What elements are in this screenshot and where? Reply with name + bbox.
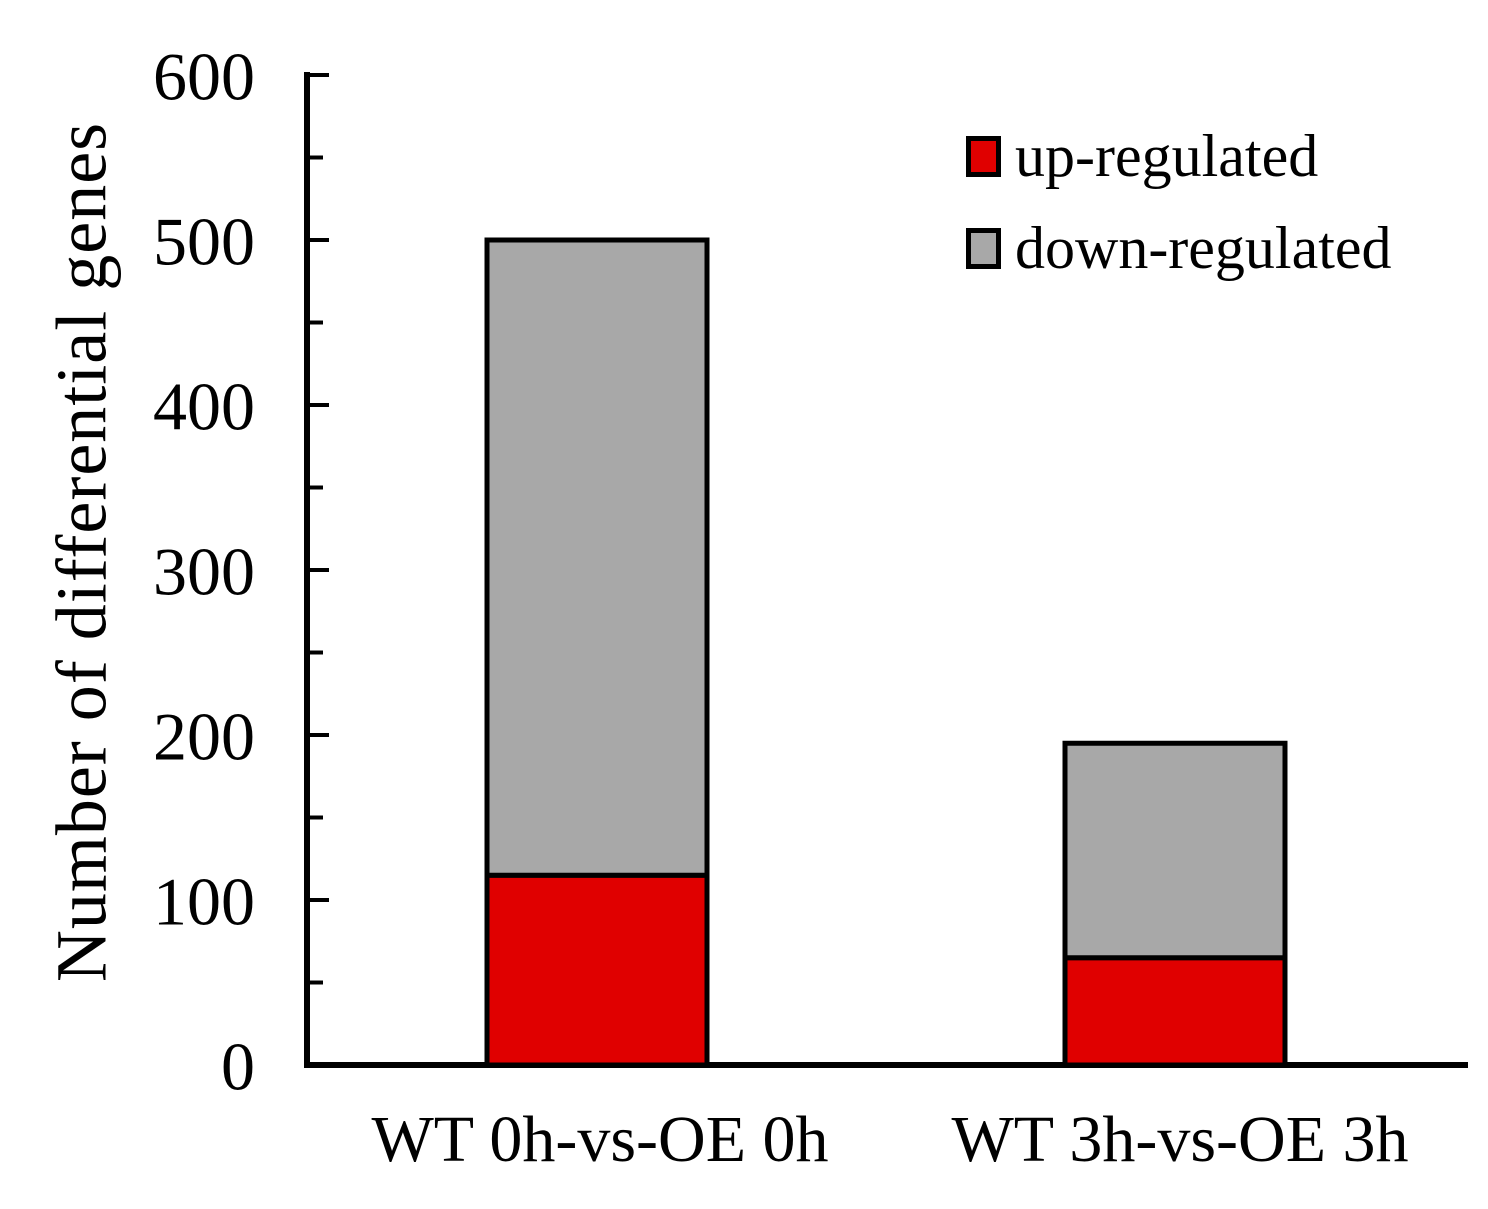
legend-item-up: up-regulated	[966, 126, 1392, 186]
y-tick-label: 500	[153, 203, 255, 279]
y-tick-label: 300	[153, 533, 255, 609]
y-major-tick	[307, 568, 329, 572]
bar-segment-down-regulated	[484, 237, 710, 878]
y-minor-tick	[307, 980, 323, 985]
y-tick-label: 400	[153, 368, 255, 444]
y-axis-line	[304, 72, 310, 1068]
y-tick-label: 200	[153, 698, 255, 774]
bar-segment-down-regulated	[1062, 740, 1288, 961]
legend-swatch-up-icon	[966, 135, 1001, 177]
legend-item-down: down-regulated	[966, 218, 1392, 278]
x-axis-line	[304, 1062, 1468, 1068]
y-major-tick	[307, 73, 329, 77]
bar-segment-up-regulated	[484, 872, 710, 1068]
y-major-tick	[307, 403, 329, 407]
y-axis-title: Number of differential genes	[41, 121, 122, 983]
y-major-tick	[307, 898, 329, 902]
y-minor-tick	[307, 650, 323, 655]
y-major-tick	[307, 238, 329, 242]
legend-label-down: down-regulated	[1015, 215, 1392, 281]
x-category-label: WT 3h-vs-OE 3h	[951, 1103, 1409, 1176]
y-tick-label: 100	[153, 863, 255, 939]
y-minor-tick	[307, 155, 323, 160]
y-tick-label: 0	[221, 1028, 255, 1104]
legend: up-regulated down-regulated	[966, 126, 1392, 310]
y-minor-tick	[307, 320, 323, 325]
y-minor-tick	[307, 485, 323, 490]
bar-segment-up-regulated	[1062, 955, 1288, 1068]
legend-label-up: up-regulated	[1015, 123, 1319, 189]
x-category-label: WT 0h-vs-OE 0h	[371, 1103, 829, 1176]
legend-swatch-down-icon	[966, 227, 1001, 269]
y-major-tick	[307, 733, 329, 737]
y-minor-tick	[307, 815, 323, 820]
y-tick-label: 600	[153, 38, 255, 114]
